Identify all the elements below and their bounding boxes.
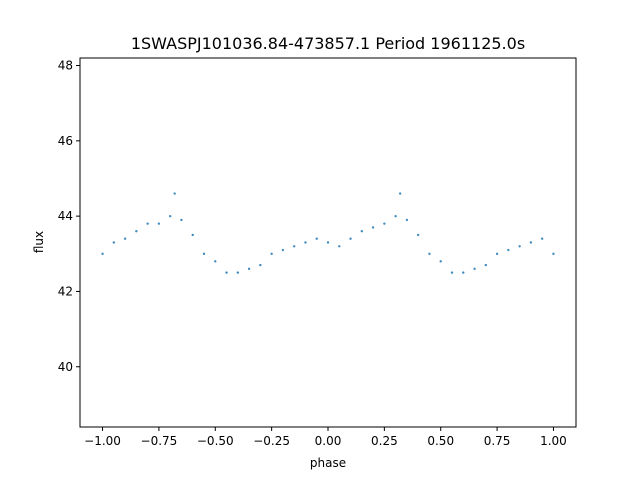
data-point <box>495 252 499 255</box>
data-point <box>112 241 116 244</box>
x-axis-ticks: −1.00 −0.75 −0.50 −0.25 0.00 0.25 0.50 0.75 1.00 <box>84 427 567 448</box>
y-axis-ticks: 40 42 44 46 48 <box>58 59 80 374</box>
x-tick-label: −1.00 <box>84 434 121 448</box>
data-point <box>146 222 149 225</box>
data-point <box>552 252 555 255</box>
data-point <box>349 237 352 240</box>
data-point <box>360 230 364 233</box>
x-tick-label: −0.75 <box>141 434 178 448</box>
x-tick-label: −0.25 <box>253 434 290 448</box>
data-point <box>416 233 420 237</box>
data-point <box>123 237 127 240</box>
data-point <box>304 241 307 244</box>
data-point <box>518 245 521 248</box>
data-point <box>338 245 341 248</box>
y-tick-label: 42 <box>58 284 73 298</box>
data-point <box>371 226 375 229</box>
data-point <box>405 218 409 222</box>
chart-title: 1SWASPJ101036.84-473857.1 Period 1961125… <box>131 34 525 53</box>
data-point <box>529 241 533 244</box>
y-tick-label: 46 <box>58 134 73 148</box>
y-tick-label: 40 <box>58 360 73 374</box>
data-point <box>270 252 273 255</box>
x-tick-label: 1.00 <box>540 434 567 448</box>
data-point <box>191 233 194 237</box>
data-point <box>540 237 544 240</box>
data-point <box>173 192 176 195</box>
scatter-points <box>101 192 555 274</box>
data-point <box>473 267 476 271</box>
data-point <box>450 271 454 274</box>
data-point <box>439 260 442 263</box>
y-tick-label: 48 <box>58 59 73 73</box>
data-point <box>236 271 240 274</box>
data-point <box>507 248 510 252</box>
data-point <box>202 252 206 255</box>
data-point <box>281 248 285 252</box>
data-point <box>168 214 172 218</box>
data-point <box>398 192 402 195</box>
data-point <box>428 252 431 255</box>
data-point <box>180 218 183 222</box>
data-point <box>259 263 262 267</box>
data-point <box>292 245 296 248</box>
data-point <box>135 230 138 233</box>
y-tick-label: 44 <box>58 209 73 223</box>
data-point <box>157 222 161 225</box>
x-tick-label: 0.00 <box>315 434 342 448</box>
data-point <box>247 267 251 271</box>
data-point <box>484 263 488 267</box>
data-point <box>214 260 217 263</box>
x-tick-label: −0.50 <box>197 434 234 448</box>
data-point <box>462 271 465 274</box>
x-axis-label: phase <box>310 456 346 470</box>
data-point <box>101 252 104 255</box>
data-point <box>394 214 397 218</box>
data-point <box>383 222 386 225</box>
data-point <box>315 237 318 240</box>
x-tick-label: 0.50 <box>427 434 454 448</box>
x-tick-label: 0.25 <box>371 434 398 448</box>
y-axis-label: flux <box>32 231 46 253</box>
data-point <box>326 241 330 244</box>
data-point <box>225 271 228 274</box>
x-tick-label: 0.75 <box>484 434 511 448</box>
